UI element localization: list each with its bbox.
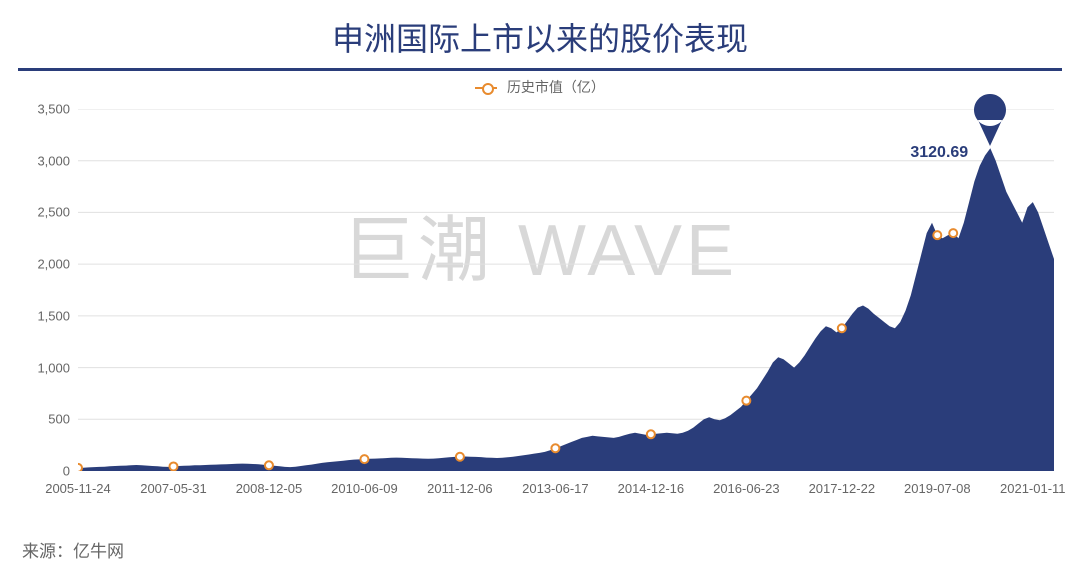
chart-svg <box>78 109 1054 471</box>
source-label: 来源：亿牛网 <box>22 537 124 562</box>
peak-balloon-icon <box>970 92 1010 148</box>
y-axis-labels: 05001,0001,5002,0002,5003,0003,500 <box>18 109 74 471</box>
x-axis-labels: 2005-11-242007-05-312008-12-052010-06-09… <box>78 475 1054 511</box>
area-series <box>78 148 1054 471</box>
chart-legend: 历史市值（亿） <box>18 77 1062 97</box>
chart-container: 历史市值（亿） 巨潮 WAVE 05001,0001,5002,0002,500… <box>18 71 1062 511</box>
plot-area <box>78 109 1054 471</box>
peak-value-label: 3120.69 <box>910 144 968 162</box>
chart-title: 申洲国际上市以来的股价表现 <box>0 0 1080 68</box>
legend-label: 历史市值（亿） <box>507 79 605 95</box>
legend-marker-icon <box>475 87 497 89</box>
